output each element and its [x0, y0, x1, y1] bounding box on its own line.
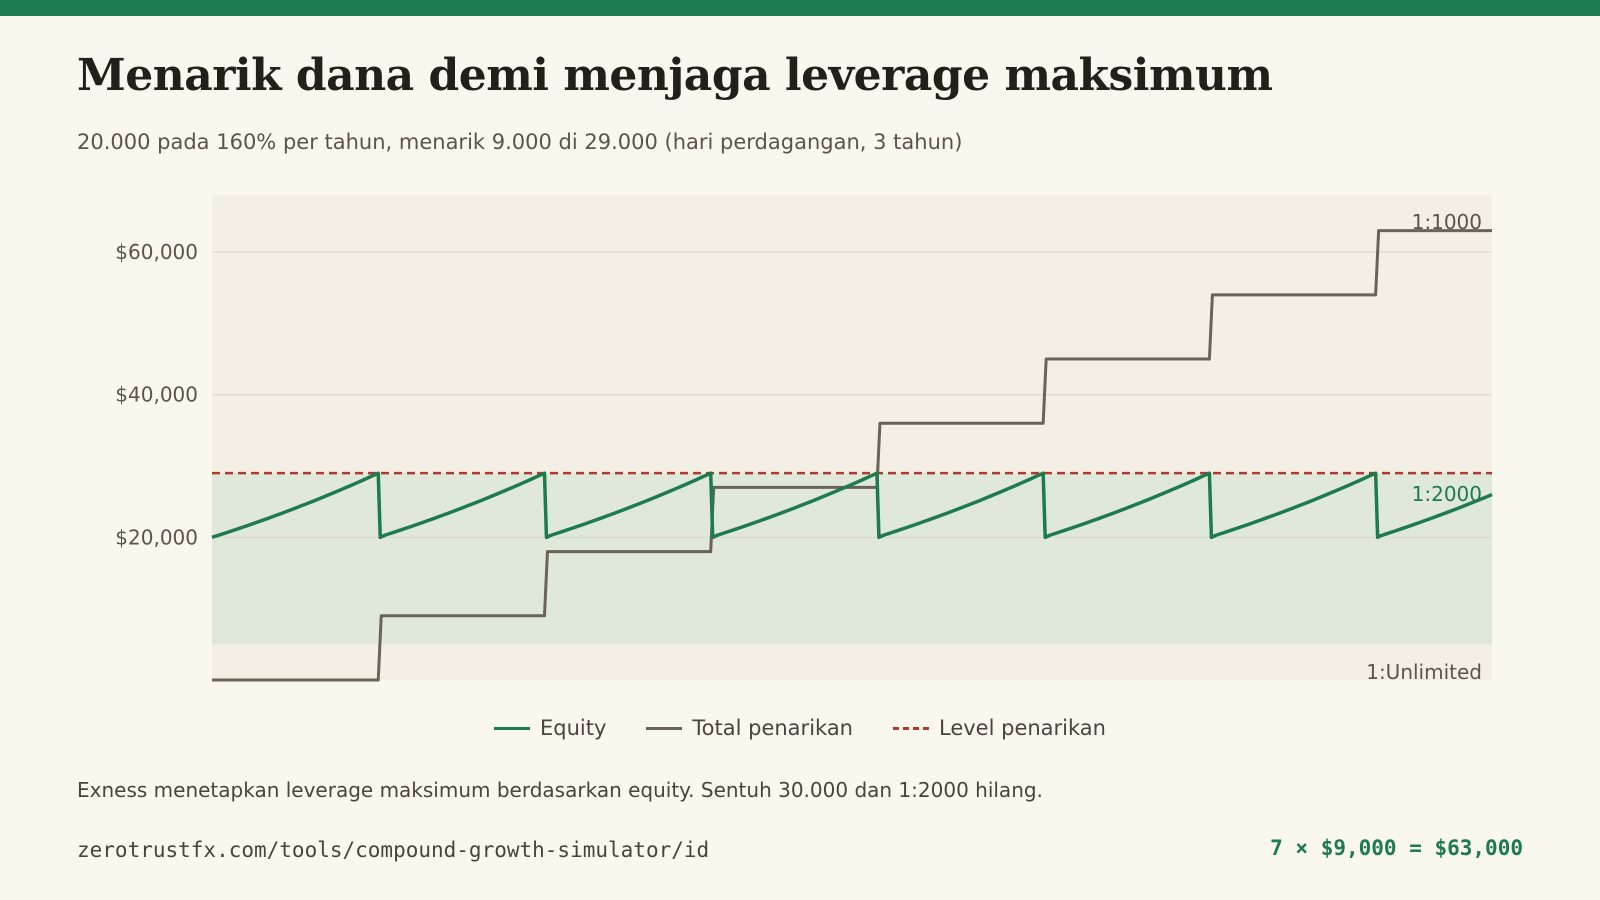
series-line-total-penarikan: [212, 229, 1492, 682]
leverage-bands: [212, 473, 1492, 645]
band-labels: 1:Unlimited 1:2000 1:1000: [1366, 210, 1482, 684]
y-tick-label: $40,000: [115, 383, 198, 407]
legend-swatch-withdrawals: [646, 726, 683, 730]
y-axis-ticks: $20,000 $40,000 $60,000: [115, 240, 198, 549]
legend-item-withdrawals: Total penarikan: [646, 716, 853, 740]
band-label: 1:Unlimited: [1366, 660, 1482, 684]
chart-subtitle: 20.000 pada 160% per tahun, menarik 9.00…: [77, 130, 963, 154]
legend-label-withdrawals: Total penarikan: [692, 716, 853, 740]
top-accent-bar: [0, 0, 1600, 16]
y-tick-label: $60,000: [115, 240, 198, 264]
legend-item-equity: Equity: [494, 716, 606, 740]
legend-swatch-equity: [494, 726, 530, 730]
source-url[interactable]: zerotrustfx.com/tools/compound-growth-si…: [77, 838, 710, 862]
chart-legend: Equity Total penarikan Level penarikan: [0, 716, 1600, 740]
band-label: 1:2000: [1412, 482, 1482, 506]
legend-item-threshold: Level penarikan: [893, 716, 1106, 740]
gridlines: [212, 251, 1492, 538]
total-formula: 7 × $9,000 = $63,000: [1270, 836, 1523, 860]
band-highlight-1-2000: [212, 473, 1492, 645]
y-tick-label: $20,000: [115, 525, 198, 549]
series-lines: [211, 229, 1493, 682]
band-label: 1:1000: [1412, 210, 1482, 234]
series-line-equity: [211, 471, 1493, 540]
legend-swatch-threshold: [893, 726, 929, 730]
footnote: Exness menetapkan leverage maksimum berd…: [77, 778, 1043, 802]
chart-title: Menarik dana demi menjaga leverage maksi…: [77, 50, 1273, 101]
legend-label-threshold: Level penarikan: [939, 716, 1106, 740]
legend-label-equity: Equity: [540, 716, 607, 740]
